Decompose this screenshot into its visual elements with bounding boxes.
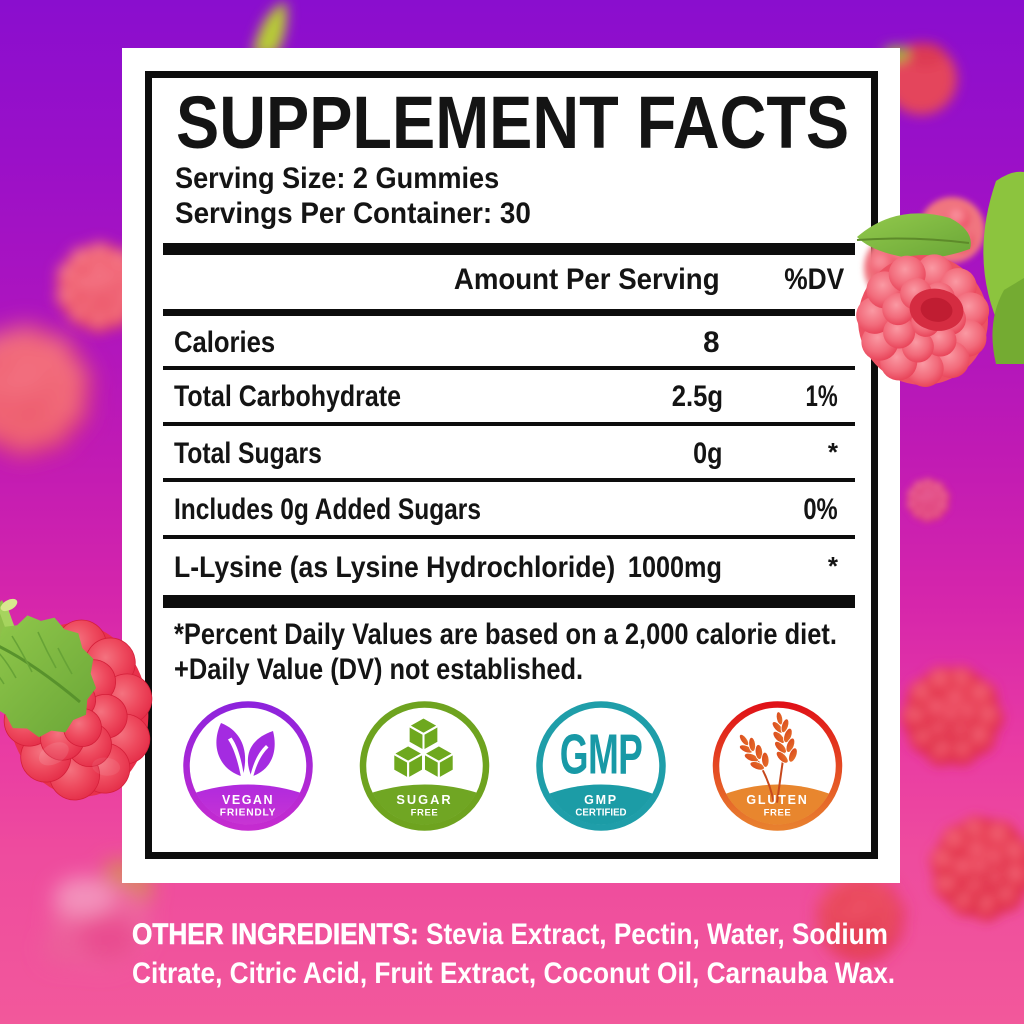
svg-text:SUGAR: SUGAR [396,792,452,807]
svg-text:FREE: FREE [764,808,792,819]
svg-text:FRIENDLY: FRIENDLY [220,808,276,819]
svg-text:GLUTEN: GLUTEN [746,793,808,807]
svg-text:VEGAN: VEGAN [222,793,274,807]
svg-text:GMP: GMP [584,793,618,807]
svg-text:CERTIFIED: CERTIFIED [575,808,626,819]
svg-text:FREE: FREE [411,808,439,819]
svg-text:GMP: GMP [560,723,642,787]
